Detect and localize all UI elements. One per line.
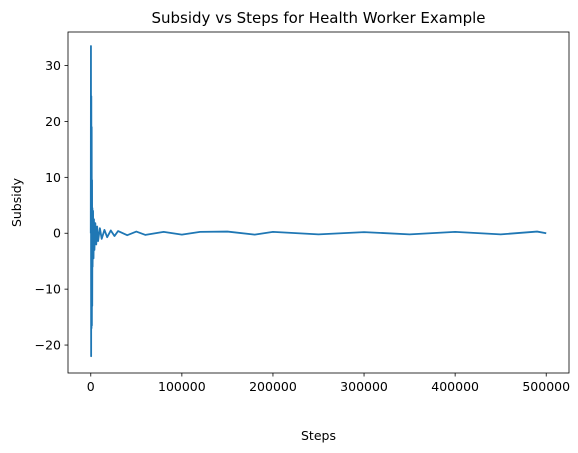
x-tick-label-4: 400000	[431, 379, 479, 394]
series-layer	[89, 45, 547, 358]
x-tick-label-3: 300000	[340, 379, 388, 394]
y-tick-label-5: 30	[45, 58, 61, 73]
plot-frame	[67, 31, 570, 374]
series-line-0	[89, 45, 547, 358]
y-tick-label-2: 0	[53, 226, 61, 241]
ticks-layer: 0 100000 200000 300000 400000 500000 −20 −10 0 10…	[35, 58, 571, 394]
y-tick-label-4: 20	[45, 114, 61, 129]
x-tick-label-5: 500000	[522, 379, 570, 394]
x-tick-label-0: 0	[87, 379, 95, 394]
y-tick-label-1: −10	[35, 282, 61, 297]
chart-title: Subsidy vs Steps for Health Worker Examp…	[152, 9, 486, 27]
y-tick-label-0: −20	[35, 338, 61, 353]
plot-background	[68, 32, 569, 373]
y-axis-label: Subsidy	[9, 177, 24, 227]
x-tick-label-1: 100000	[158, 379, 206, 394]
y-tick-label-3: 10	[45, 170, 61, 185]
x-tick-label-2: 200000	[249, 379, 297, 394]
x-axis-label: Steps	[301, 428, 336, 443]
